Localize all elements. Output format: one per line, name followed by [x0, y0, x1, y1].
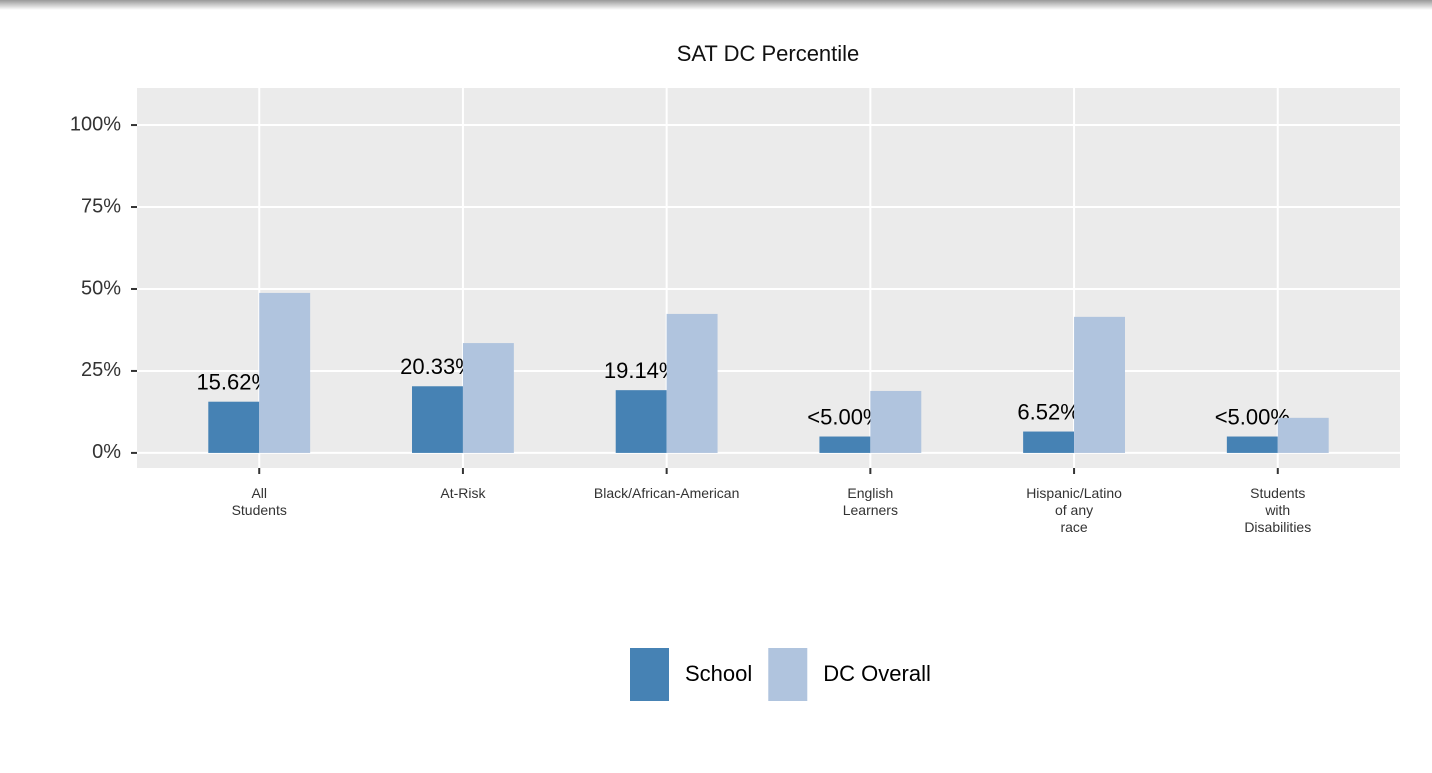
data-label: 6.52%	[1017, 399, 1079, 424]
legend-key	[768, 648, 808, 701]
bar	[259, 292, 311, 453]
x-tick-label: All Students	[232, 485, 287, 518]
x-tick-label: Black/African-American	[594, 485, 740, 501]
y-tick-label: 75%	[81, 195, 121, 217]
x-tick-line: All	[251, 485, 267, 501]
bar	[208, 401, 260, 453]
x-tick-line: Black/African-American	[594, 485, 740, 501]
y-tick-label: 100%	[70, 113, 121, 135]
x-tick-line: race	[1060, 519, 1087, 535]
panel	[137, 88, 1400, 468]
x-tick-line: At-Risk	[440, 485, 486, 501]
bar	[1023, 431, 1075, 453]
x-tick-label: At-Risk	[440, 485, 486, 501]
bar	[1277, 417, 1329, 453]
bar	[412, 386, 463, 453]
bar	[870, 390, 922, 453]
chart-title: SAT DC Percentile	[677, 41, 860, 66]
x-tick-line: of any	[1055, 502, 1093, 518]
x-tick-line: Students	[1250, 485, 1305, 501]
bar	[462, 343, 514, 453]
x-tick-line: with	[1264, 502, 1290, 518]
bar	[1226, 436, 1278, 453]
data-label: <5.00%	[807, 404, 882, 429]
y-tick-label: 0%	[92, 441, 121, 463]
top-shadow	[0, 0, 1432, 10]
x-tick-line: Disabilities	[1244, 519, 1311, 535]
y-tick-label: 25%	[81, 359, 121, 381]
legend-label: School	[685, 661, 752, 686]
data-label: <5.00%	[1215, 404, 1290, 429]
bar	[819, 436, 871, 453]
bar	[666, 313, 718, 453]
x-tick-label: Students with Disabilities	[1244, 485, 1311, 535]
x-tick-line: Hispanic/Latino	[1026, 485, 1122, 501]
bar	[1074, 316, 1125, 453]
x-tick-label: English Learners	[843, 485, 898, 518]
x-tick-line: Learners	[843, 502, 898, 518]
legend-key	[630, 648, 669, 701]
y-tick-label: 50%	[81, 277, 121, 299]
data-label: 20.33%	[400, 354, 475, 379]
x-tick-line: Students	[232, 502, 287, 518]
legend-label: DC Overall	[823, 661, 931, 686]
x-tick-label: Hispanic/Latino of any race	[1026, 485, 1122, 535]
data-label: 19.14%	[604, 358, 679, 383]
bar	[615, 390, 667, 453]
x-tick-line: English	[847, 485, 893, 501]
data-label: 15.62%	[196, 370, 271, 395]
